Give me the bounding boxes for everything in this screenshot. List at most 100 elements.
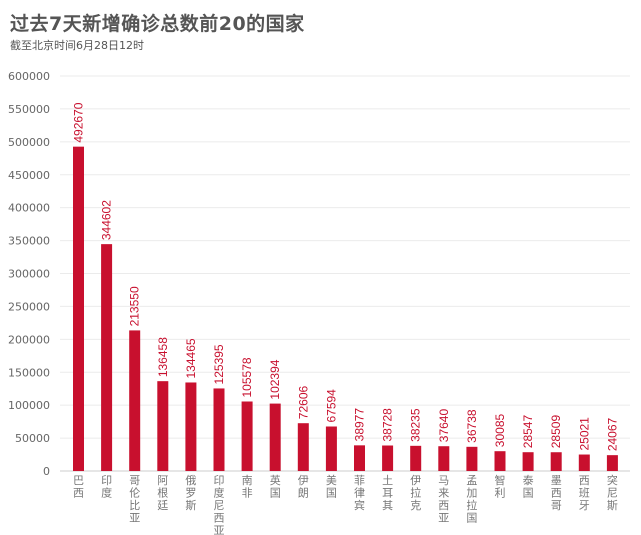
value-label: 105578 (240, 357, 254, 397)
x-category-label: 墨 (551, 474, 562, 487)
value-label: 102394 (268, 359, 282, 399)
x-category-label: 马 (438, 474, 449, 487)
x-category-label: 尼 (214, 499, 225, 512)
y-tick-label: 600000 (8, 70, 50, 83)
value-label: 72606 (296, 386, 310, 420)
x-category-label: 智 (495, 473, 506, 487)
bar-group: 24067 (605, 417, 619, 471)
bar (606, 455, 618, 471)
bar-group: 102394 (268, 359, 282, 471)
value-label: 344602 (100, 200, 114, 240)
x-category-label: 哥 (129, 474, 140, 487)
value-label: 213550 (128, 286, 142, 326)
bar (101, 244, 113, 471)
value-label: 36738 (465, 409, 479, 443)
bar-group: 344602 (100, 200, 114, 471)
bar (522, 452, 534, 471)
value-label: 37640 (437, 409, 451, 443)
bar-group: 38977 (353, 408, 367, 471)
bar (578, 454, 590, 471)
x-category-label: 度 (101, 486, 112, 500)
x-category-label: 国 (270, 487, 281, 500)
x-category-label: 西 (551, 487, 562, 500)
x-category-label: 斯 (185, 499, 196, 512)
bar-group: 28509 (549, 415, 563, 471)
x-category-label: 伊 (298, 474, 309, 487)
y-tick-label: 400000 (8, 202, 50, 215)
x-category-label: 廷 (157, 499, 168, 512)
bar (129, 330, 141, 471)
bar (494, 451, 506, 471)
value-label: 28547 (521, 415, 535, 449)
x-category-label: 国 (326, 487, 337, 500)
x-category-label: 英 (270, 473, 281, 487)
x-category-label: 耳 (382, 487, 393, 500)
x-category-label: 宾 (354, 498, 365, 512)
x-category-label: 伊 (410, 474, 421, 487)
x-category-label: 牙 (579, 499, 590, 512)
x-category-label: 南 (242, 474, 253, 487)
value-label: 38235 (409, 408, 423, 442)
y-tick-label: 150000 (8, 366, 50, 379)
x-axis-labels: 巴西印度哥伦比亚阿根廷俄罗斯印度尼西亚南非英国伊朗美国菲律宾土耳其伊拉克马来西亚… (73, 473, 618, 535)
x-category-label: 斯 (607, 499, 618, 512)
x-category-label: 印 (101, 474, 112, 487)
bar-group: 492670 (72, 102, 86, 471)
x-category-label: 朗 (298, 487, 309, 500)
y-tick-label: 200000 (8, 333, 50, 346)
x-category-label: 来 (438, 487, 449, 500)
x-category-label: 泰 (523, 473, 534, 487)
x-category-label: 美 (326, 474, 337, 487)
x-category-label: 律 (354, 487, 365, 500)
y-tick-label: 300000 (8, 268, 50, 281)
x-category-label: 伦 (129, 486, 140, 500)
bar (297, 423, 309, 471)
x-category-label: 西 (579, 474, 590, 487)
x-category-label: 孟 (466, 474, 477, 487)
x-category-label: 亚 (214, 524, 225, 535)
bar (438, 446, 450, 471)
bar (185, 382, 197, 471)
x-category-label: 西 (214, 512, 225, 525)
x-category-label: 其 (382, 499, 393, 512)
bars: 492670 344602 213550 136458 134465 125395 1055… (72, 102, 619, 471)
x-category-label: 西 (438, 499, 449, 512)
x-category-label: 突 (607, 473, 618, 487)
x-category-label: 菲 (354, 474, 365, 487)
x-category-label: 巴 (73, 474, 84, 487)
bar-group: 125395 (212, 344, 226, 471)
bar (354, 445, 365, 471)
x-category-label: 国 (466, 512, 477, 525)
bar-group: 105578 (240, 357, 254, 471)
value-label: 25021 (577, 417, 591, 451)
x-category-label: 克 (410, 499, 421, 512)
y-tick-label: 50000 (15, 432, 50, 445)
chart-subtitle: 截至北京时间6月28日12时 (10, 39, 144, 52)
bar-group: 134465 (184, 338, 198, 471)
x-category-label: 西 (73, 487, 84, 500)
bar-group: 28547 (521, 415, 535, 471)
x-category-label: 尼 (607, 487, 618, 500)
bar-group: 37640 (437, 409, 451, 471)
y-axis-ticks: 0 50000 100000 150000 200000 250000 300000 3500… (8, 70, 50, 478)
value-label: 24067 (605, 417, 619, 451)
y-tick-label: 0 (43, 465, 50, 478)
bar (550, 452, 562, 471)
x-category-label: 加 (466, 487, 477, 500)
y-tick-label: 100000 (8, 399, 50, 412)
x-category-label: 亚 (438, 512, 449, 525)
x-category-label: 亚 (129, 512, 140, 525)
bar (325, 426, 337, 471)
x-category-label: 比 (129, 499, 140, 512)
value-label: 125395 (212, 344, 226, 384)
bar-group: 38728 (381, 408, 395, 471)
y-tick-label: 450000 (8, 169, 50, 182)
chart-title: 过去7天新增确诊总数前20的国家 (10, 13, 305, 35)
bar-group: 67594 (324, 389, 338, 471)
x-category-label: 拉 (410, 486, 421, 500)
y-tick-label: 500000 (8, 136, 50, 149)
value-label: 492670 (72, 102, 86, 142)
value-label: 30085 (493, 413, 507, 447)
bar-group: 25021 (577, 417, 591, 471)
